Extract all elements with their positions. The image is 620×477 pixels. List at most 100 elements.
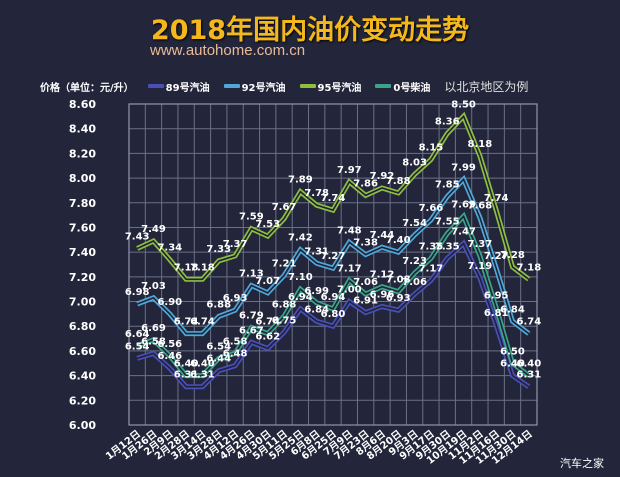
data-label: 7.28 — [500, 250, 525, 261]
legend-swatch-92 — [223, 84, 240, 88]
data-label: 6.94 — [288, 292, 313, 303]
data-label: 7.53 — [255, 219, 280, 230]
plot-frame — [128, 103, 538, 426]
data-label: 6.95 — [484, 291, 509, 302]
data-label: 7.97 — [337, 165, 362, 176]
series-line-1 — [136, 177, 530, 335]
data-label: 7.59 — [239, 212, 264, 223]
legend-swatch-89 — [147, 84, 164, 88]
legend-item-89: 89号汽油 — [147, 79, 210, 94]
data-label: 7.38 — [353, 238, 378, 249]
data-label: 7.37 — [223, 239, 248, 250]
y-tick-label: 8.40 — [69, 123, 96, 136]
data-label: 7.33 — [206, 244, 231, 255]
y-tick-label: 7.20 — [69, 271, 96, 284]
data-label: 7.31 — [304, 246, 329, 257]
data-label: 6.84 — [500, 304, 525, 315]
y-tick-label: 7.60 — [69, 221, 96, 234]
data-label: 7.69 — [451, 199, 476, 210]
data-label: 6.88 — [272, 299, 297, 310]
series-line-2 — [136, 114, 530, 281]
data-label: 7.07 — [255, 276, 280, 287]
data-label: 6.74 — [174, 317, 199, 328]
data-label: 6.67 — [239, 325, 264, 336]
chart-title: 2018年国内油价变动走势 — [150, 15, 470, 46]
y-tick-label: 6.40 — [69, 370, 96, 383]
data-label: 6.64 — [125, 329, 150, 340]
y-tick-label: 6.20 — [69, 394, 96, 407]
region-note: 以北京地区为例 — [444, 79, 529, 94]
legend-label-92: 92号汽油 — [241, 82, 286, 94]
data-label: 6.93 — [223, 293, 248, 304]
data-label: 7.42 — [288, 233, 313, 244]
data-label: 6.31 — [174, 370, 199, 381]
data-label: 6.79 — [239, 310, 264, 321]
watermark-logo-text: 汽车之家 — [560, 457, 604, 470]
data-label: 7.35 — [419, 241, 444, 252]
data-label: 7.35 — [435, 241, 460, 252]
data-label: 6.44 — [206, 354, 231, 365]
data-label: 6.74 — [190, 317, 215, 328]
data-label: 6.40 — [516, 359, 541, 370]
legend-label-95: 95号汽油 — [317, 82, 362, 94]
data-label: 7.10 — [288, 272, 313, 283]
data-label: 6.93 — [386, 293, 411, 304]
series-line-0 — [136, 242, 530, 388]
data-label: 6.31 — [516, 370, 541, 381]
y-tick-label: 7.40 — [69, 246, 96, 259]
data-label: 7.47 — [451, 227, 476, 238]
data-label: 6.96 — [370, 289, 395, 300]
data-label: 7.48 — [337, 225, 362, 236]
data-label: 6.81 — [484, 308, 509, 319]
data-label: 7.18 — [174, 262, 199, 273]
data-label: 6.90 — [157, 297, 182, 308]
data-label: 6.50 — [500, 346, 525, 357]
data-label: 6.56 — [157, 339, 182, 350]
data-label: 7.86 — [353, 178, 378, 189]
data-label: 6.91 — [353, 296, 378, 307]
data-label: 7.92 — [370, 171, 395, 182]
data-label: 7.17 — [337, 264, 362, 275]
y-tick-label: 6.80 — [69, 320, 96, 333]
data-label: 7.49 — [141, 224, 166, 235]
data-label: 7.18 — [190, 262, 215, 273]
data-label: 7.06 — [402, 277, 427, 288]
series-line-3 — [136, 214, 530, 377]
data-label: 7.27 — [321, 251, 346, 262]
data-label: 6.74 — [255, 317, 280, 328]
data-label: 7.06 — [353, 277, 378, 288]
y-tick-label: 8.00 — [69, 172, 96, 185]
y-axis-unit-label: 价格（单位：元/升） — [40, 82, 134, 94]
data-label: 7.68 — [468, 201, 493, 212]
data-label: 7.34 — [157, 243, 182, 254]
data-label: 7.00 — [337, 285, 362, 296]
legend-label-diesel: 0号柴油 — [393, 82, 431, 94]
data-label: 6.40 — [190, 359, 215, 370]
data-label: 7.78 — [304, 188, 329, 199]
data-label: 6.31 — [190, 370, 215, 381]
data-label: 7.27 — [484, 251, 509, 262]
data-label: 6.62 — [255, 331, 280, 342]
chart-subtitle-url: www.autohome.com.cn — [150, 42, 306, 59]
chart-legend: 价格（单位：元/升） 89号汽油 92号汽油 95号汽油 0号柴油 以北京地区为… — [40, 78, 528, 94]
data-label: 6.74 — [516, 317, 541, 328]
data-label: 6.40 — [174, 359, 199, 370]
y-tick-label: 8.20 — [69, 147, 96, 160]
data-label: 7.99 — [451, 162, 476, 173]
data-label: 6.94 — [321, 292, 346, 303]
data-label: 7.18 — [516, 262, 541, 273]
data-label: 7.37 — [468, 239, 493, 250]
data-label: 8.15 — [419, 143, 444, 154]
data-label: 6.54 — [125, 341, 150, 352]
data-label: 6.46 — [157, 351, 182, 362]
data-label: 6.69 — [141, 323, 166, 334]
legend-item-92: 92号汽油 — [223, 79, 286, 94]
data-label: 7.66 — [419, 203, 444, 214]
y-tick-label: 6.00 — [69, 419, 96, 432]
data-label: 6.88 — [206, 299, 231, 310]
data-label: 7.17 — [419, 264, 444, 275]
y-tick-label: 7.00 — [69, 296, 96, 309]
data-label: 7.03 — [141, 281, 166, 292]
data-label: 7.74 — [484, 193, 509, 204]
